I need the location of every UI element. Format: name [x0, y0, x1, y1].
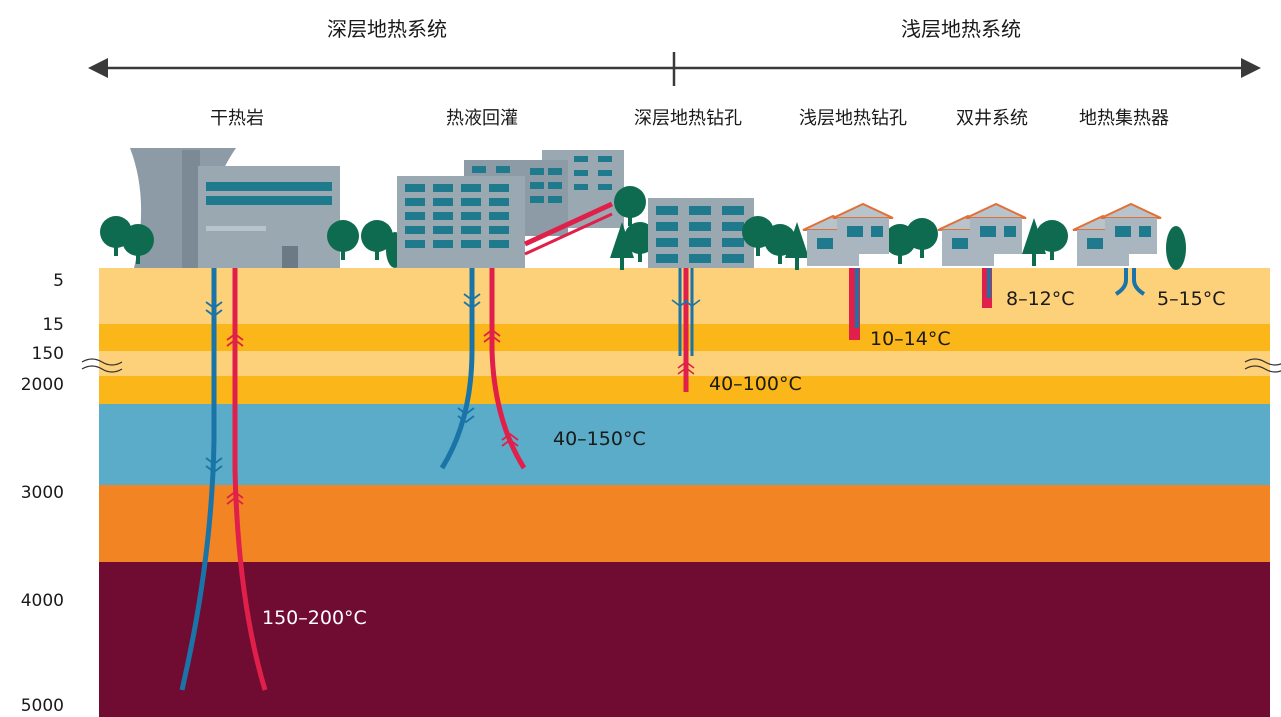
houses — [802, 203, 1162, 267]
temp-hydrothermal: 40–150°C — [553, 428, 646, 450]
pipes-collector — [1114, 268, 1146, 296]
depth-5: 5 — [53, 271, 64, 291]
depth-4000: 4000 — [21, 591, 64, 611]
arrow-head-left — [88, 58, 108, 78]
arrow-head-right — [1241, 58, 1261, 78]
depth-5000: 5000 — [21, 696, 64, 716]
deep-system-title: 深层地热系统 — [327, 17, 447, 41]
depth-axis: 5 15 150 2000 3000 4000 5000 — [21, 271, 64, 716]
pipes-deep-borehole — [671, 268, 701, 392]
shallow-system-title: 浅层地热系统 — [901, 17, 1021, 41]
label-deep-borehole: 深层地热钻孔 — [634, 108, 742, 129]
office-building — [648, 198, 754, 268]
label-hydrothermal: 热液回灌 — [446, 108, 518, 129]
label-collector: 地热集热器 — [1079, 108, 1169, 129]
power-plant — [130, 148, 340, 268]
pipes-doublet-well — [982, 268, 992, 308]
depth-150: 150 — [32, 344, 64, 364]
layer-deep — [99, 562, 1270, 717]
depth-2000: 2000 — [21, 375, 64, 395]
label-hot-dry-rock: 干热岩 — [210, 108, 264, 129]
pipes-shallow-borehole — [849, 268, 860, 340]
temp-hot-dry-rock: 150–200°C — [262, 607, 367, 629]
scale-break-left — [81, 358, 123, 373]
temp-shallow-borehole: 10–14°C — [870, 328, 951, 350]
temp-doublet-well: 8–12°C — [1006, 288, 1075, 310]
temp-deep-borehole: 40–100°C — [709, 373, 802, 395]
label-doublet-well: 双井系统 — [956, 108, 1028, 129]
scale-break-right — [1244, 358, 1281, 373]
apartment-buildings — [397, 150, 624, 268]
layer-aquifer — [99, 404, 1270, 485]
layer-orange — [99, 485, 1270, 562]
trees-right — [742, 216, 1186, 270]
depth-15: 15 — [42, 315, 64, 335]
temp-collector: 5–15°C — [1157, 288, 1226, 310]
label-shallow-borehole: 浅层地热钻孔 — [799, 108, 907, 129]
depth-3000: 3000 — [21, 483, 64, 503]
pipes-hot-dry-rock — [179, 268, 268, 691]
pipes-hydrothermal — [439, 268, 527, 470]
